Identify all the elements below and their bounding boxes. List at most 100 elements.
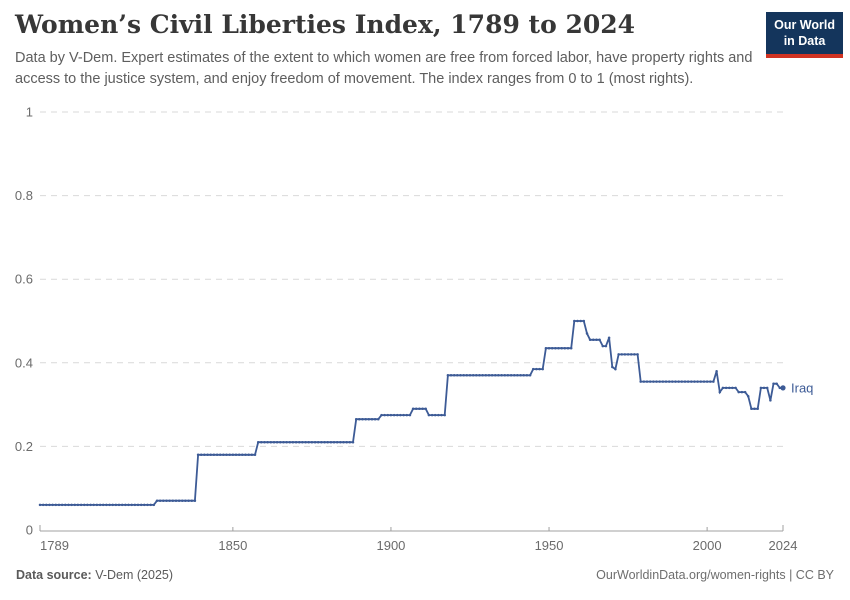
data-point-marker [478,374,481,377]
data-point-marker [614,367,617,371]
data-point-marker [465,374,469,377]
data-point-marker [721,386,725,390]
data-point-marker [541,367,544,371]
data-point-marker [712,380,715,383]
data-point-marker [307,440,310,444]
data-point-marker [506,374,510,377]
data-source-value: V-Dem (2025) [91,568,174,582]
data-point-marker [598,338,601,342]
data-point-marker [218,453,222,457]
data-point-marker [51,503,54,507]
data-point-marker [683,380,687,383]
data-point-marker [256,440,260,444]
data-point-marker [623,353,627,356]
data-point-marker [446,374,450,377]
data-point-marker [111,503,114,507]
data-point-marker [728,386,731,390]
chart-subtitle: Data by V-Dem. Expert estimates of the e… [15,50,753,87]
data-point-marker [136,503,140,507]
data-point-marker [576,319,579,323]
data-point-marker [737,390,740,394]
data-point-marker [206,453,209,457]
data-point-marker [193,499,197,502]
data-point-marker [405,413,409,417]
data-point-marker [471,374,475,377]
data-point-marker [275,440,279,444]
data-point-marker [152,503,156,507]
y-axis-tick-label: 0 [26,523,33,538]
data-point-marker [775,382,778,385]
data-point-marker [114,503,118,507]
data-point-marker [269,440,273,444]
data-point-marker [573,319,576,323]
data-point-marker [655,380,658,383]
data-point-marker [361,417,364,421]
data-point-marker [519,374,522,377]
data-point-marker [743,390,747,394]
y-axis-tick-label: 0.8 [15,188,33,203]
data-point-marker [667,380,671,383]
data-point-marker [731,386,734,390]
data-point-marker [38,503,42,507]
data-point-marker [54,503,58,507]
data-point-marker [765,386,769,390]
data-point-marker [503,374,507,377]
data-point-marker [399,413,402,417]
data-point-marker [146,503,149,507]
data-point-marker [693,380,696,383]
data-point-marker [671,380,674,383]
data-point-marker [762,386,766,390]
owid-logo-line2: in Data [783,33,826,48]
series-end-dot [780,385,786,391]
data-point-marker [487,374,491,377]
data-point-marker [494,374,497,377]
license-link[interactable]: OurWorldinData.org/women-rights | CC BY [596,568,834,582]
data-point-marker [554,346,557,350]
data-point-marker [212,453,216,457]
data-point-marker [310,440,314,444]
data-point-marker [433,413,437,417]
data-point-marker [759,386,763,390]
data-point-marker [241,453,244,457]
data-point-marker [414,407,418,411]
data-point-marker [335,440,339,444]
data-point-marker [430,413,434,417]
data-point-marker [560,346,563,350]
data-point-marker [209,453,212,457]
data-point-marker [57,503,61,507]
data-point-marker [313,440,317,444]
data-point-marker [645,380,649,383]
data-point-marker [199,453,203,457]
data-point-marker [753,407,756,411]
data-point-marker [709,380,712,383]
data-point-marker [165,499,168,502]
x-axis-tick-label: 2000 [693,538,722,553]
data-point-marker [629,353,633,356]
data-point-marker [411,407,415,411]
data-point-marker [345,440,348,444]
data-point-marker [392,413,396,417]
data-point-marker [601,344,605,348]
data-point-marker [127,503,130,507]
data-point-marker [89,503,92,507]
data-point-marker [569,346,573,350]
data-point-marker [456,374,459,377]
data-point-marker [443,413,446,417]
data-point-marker [370,417,374,421]
data-point-marker [557,346,560,350]
data-point-marker [250,453,254,457]
owid-logo[interactable]: Our World in Data [766,12,843,59]
data-point-marker [481,374,484,377]
data-point-marker [105,503,108,507]
data-point-marker [604,344,608,348]
data-point-marker [462,374,465,377]
data-point-marker [253,453,257,457]
data-point-marker [475,374,478,377]
data-point-marker [582,319,586,323]
x-axis-tick-label: 1950 [535,538,564,553]
data-point-marker [674,380,677,383]
data-point-marker [661,380,665,383]
data-point-marker [642,380,646,383]
data-point-marker [756,407,759,411]
